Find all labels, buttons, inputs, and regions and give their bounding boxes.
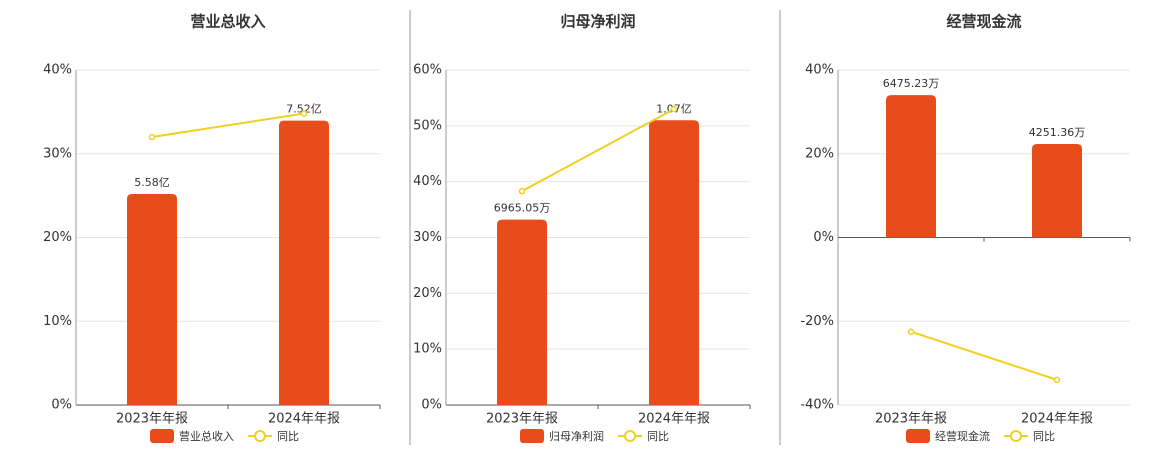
x-tick-label: 2024年年报	[1021, 412, 1093, 427]
chart-title: 归母净利润	[560, 13, 635, 31]
y-tick-label: 20%	[43, 230, 72, 245]
data-label: 6965.05万	[494, 202, 551, 215]
legend-label: 同比	[1033, 430, 1055, 443]
y-tick-label: 20%	[805, 146, 834, 161]
data-label: 7.52亿	[286, 103, 322, 116]
y-tick-label: 50%	[413, 118, 442, 133]
y-tick-label: 0%	[813, 230, 834, 245]
line	[910, 330, 1058, 381]
chart-title: 经营现金流	[946, 13, 1021, 31]
legend-label: 营业总收入	[179, 429, 234, 443]
line-point	[907, 328, 915, 335]
y-tick-label: 40%	[413, 174, 442, 189]
line-point	[1053, 376, 1061, 384]
y-tick-label: 10%	[43, 314, 72, 329]
chart-title: 营业总收入	[190, 13, 265, 31]
legend-label: 同比	[277, 430, 299, 443]
x-tick-label: 2023年年报	[875, 412, 947, 427]
bar	[127, 194, 177, 405]
y-tick-label: 40%	[43, 63, 72, 78]
line	[151, 112, 305, 138]
line	[521, 108, 675, 193]
line-point	[300, 110, 308, 117]
bar	[649, 120, 699, 405]
data-label: 5.58亿	[134, 176, 170, 189]
y-tick-label: 0%	[421, 398, 442, 413]
y-tick-label: 10%	[413, 342, 442, 357]
bar	[279, 120, 329, 405]
legend-swatch	[906, 429, 930, 443]
y-tick-label: 0%	[51, 398, 72, 413]
legend-label: 经营现金流	[935, 429, 990, 443]
y-tick-label: -40%	[800, 398, 834, 413]
y-tick-label: -20%	[800, 314, 834, 329]
legend-swatch	[150, 429, 174, 443]
x-tick-label: 2023年年报	[486, 412, 558, 427]
x-tick-label: 2024年年报	[638, 412, 710, 427]
legend-swatch	[624, 430, 636, 442]
y-tick-label: 30%	[413, 230, 442, 245]
line-point	[148, 133, 156, 141]
bar	[886, 95, 936, 238]
y-tick-label: 60%	[413, 63, 442, 78]
x-tick-label: 2023年年报	[116, 412, 188, 427]
legend-label: 同比	[647, 430, 669, 443]
line-point	[670, 105, 678, 113]
legend-swatch	[1010, 430, 1022, 442]
y-tick-label: 30%	[43, 146, 72, 161]
y-tick-label: 20%	[413, 286, 442, 301]
y-tick-label: 40%	[805, 63, 834, 78]
data-label: 4251.36万	[1029, 126, 1086, 139]
legend-label: 归母净利润	[549, 429, 604, 443]
data-label: 6475.23万	[883, 77, 940, 90]
bar	[497, 219, 547, 405]
line-point	[518, 187, 526, 195]
bar	[1032, 144, 1082, 238]
legend-swatch	[520, 429, 544, 443]
x-tick-label: 2024年年报	[268, 412, 340, 427]
legend-swatch	[254, 430, 266, 442]
